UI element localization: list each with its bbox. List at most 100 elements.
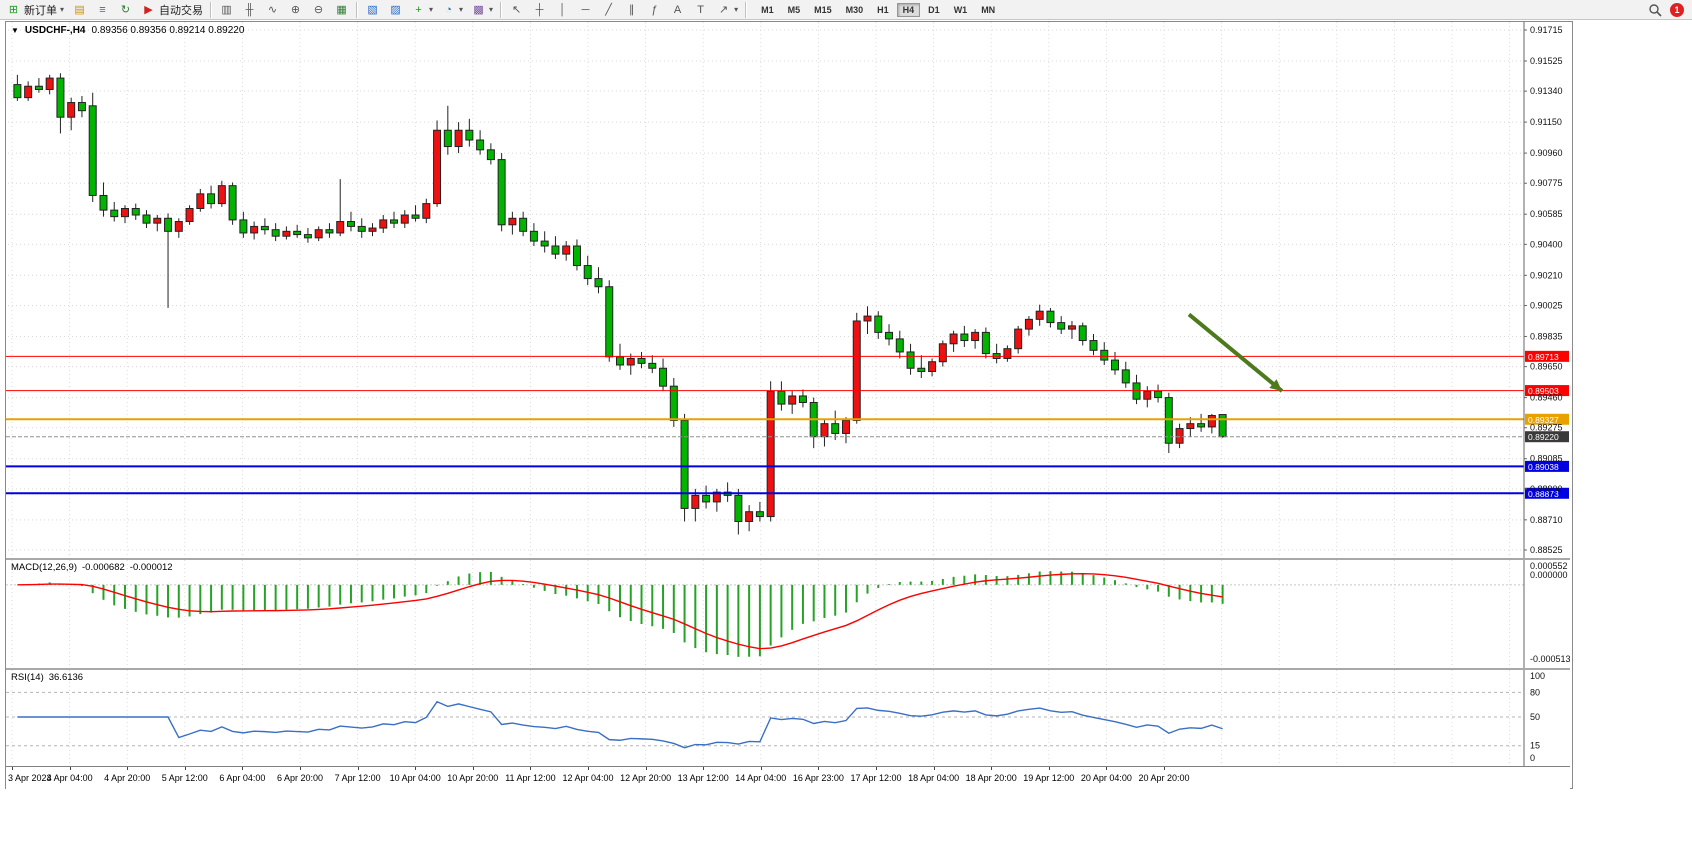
templates-button[interactable]: ▩ ▾ [467,1,497,19]
rsi-title: RSI(14) 36.6136 [11,672,83,683]
trendline-tool-button[interactable]: ╱ [597,1,620,19]
timeframe-button-m15[interactable]: M15 [814,4,832,15]
macd-main-value: -0.000682 [82,562,125,573]
timeframe-button-d1[interactable]: D1 [928,4,940,15]
svg-text:0.89085: 0.89085 [1530,454,1563,464]
timeframe-button-h4[interactable]: H4 [896,2,921,17]
candles-layer [13,73,1227,535]
time-axis-label: 13 Apr 12:00 [677,773,729,783]
templates-icon: ▩ [473,3,484,16]
timeframe-button-mn[interactable]: MN [981,4,996,15]
line-chart-button[interactable]: ∿ [261,1,284,19]
rsi-pane[interactable]: 100 80 50 15 0 RSI(14) 36.6136 [6,670,1570,766]
label-tool-button[interactable]: T [689,1,712,19]
text-tool-button[interactable]: A [666,1,689,19]
chart-ohlc-values: 0.89356 0.89356 0.89214 0.89220 [91,25,245,36]
macd-title: MACD(12,26,9) -0.000682 -0.000012 [11,562,173,573]
arrows-tool-icon: ↗ [718,3,729,16]
search-icon[interactable] [1648,3,1662,17]
svg-text:0.000552: 0.000552 [1530,561,1568,571]
time-tick [127,767,129,770]
svg-text:0.88873: 0.88873 [1528,489,1559,499]
svg-text:0.90585: 0.90585 [1530,209,1563,219]
auto-trading-icon: ▶ [144,3,153,16]
main-chart-pane[interactable]: 0.89713 0.89503 0.89327 0.89038 0.88873 0.892… [6,22,1570,558]
svg-text:0.90210: 0.90210 [1530,270,1563,280]
cascade-windows-button[interactable]: ▧ [361,1,384,19]
timeframe-button-w1[interactable]: W1 [953,4,968,15]
crosshair-tool-button[interactable]: ┼ [528,1,551,19]
time-axis[interactable]: 3 Apr 2023 4 Apr 04:00 4 Apr 20:00 5 Apr 12… [6,766,1570,789]
cascade-windows-icon: ▧ [367,3,378,16]
timeframe-group: M1 M5 M15 M30 H1 H4 D1 W1 MN [754,2,1002,17]
bar-chart-icon: ▥ [221,3,232,16]
time-axis-label: 6 Apr 04:00 [219,773,266,783]
timeframe-button-m30[interactable]: M30 [845,4,864,15]
svg-text:0.89327: 0.89327 [1528,415,1559,425]
chart-collapse-icon[interactable]: ▼ [11,26,19,35]
channel-tool-button[interactable]: ∥ [620,1,643,19]
timeframe-button-m1[interactable]: M1 [761,4,774,15]
time-axis-label: 18 Apr 04:00 [908,773,960,783]
cursor-icon: ↖ [511,3,522,16]
refresh-icon: ↻ [120,3,131,16]
time-tick [69,767,71,770]
time-tick [1106,767,1108,770]
pane-splitter[interactable] [6,668,1570,670]
vertical-line-tool-button[interactable]: │ [551,1,574,19]
line-chart-icon: ∿ [267,3,278,16]
svg-text:15: 15 [1530,741,1540,751]
timeframe-button-m5[interactable]: M5 [787,4,801,15]
arrange-windows-button[interactable]: ▨ [384,1,407,19]
time-axis-label: 6 Apr 20:00 [276,773,324,783]
time-tick [703,767,705,770]
svg-text:0.88900: 0.88900 [1530,484,1563,494]
refresh-button[interactable]: ↻ [114,1,137,19]
time-tick [818,767,820,770]
macd-signal-value: -0.000012 [129,562,173,573]
svg-text:0.89835: 0.89835 [1530,331,1563,341]
cursor-tool-button[interactable]: ↖ [505,1,528,19]
svg-text:0.90025: 0.90025 [1530,300,1563,310]
time-tick [760,767,762,770]
notification-badge[interactable]: 1 [1670,2,1684,17]
tile-windows-button[interactable]: ▦ [330,1,353,19]
new-order-button[interactable]: ⊞ 新订单 ▾ [2,1,68,19]
pane-splitter[interactable] [6,558,1570,560]
chevron-down-icon: ▾ [489,5,494,14]
time-axis-label: 17 Apr 12:00 [850,773,902,783]
crosshair-icon: ┼ [535,3,544,16]
candlestick-chart-icon: ╫ [245,3,254,16]
auto-trading-button[interactable]: ▶ 自动交易 [137,1,207,19]
svg-text:0.90400: 0.90400 [1530,239,1563,249]
rsi-chart: 100 80 50 15 0 [6,670,1545,766]
timeframe-button-h1[interactable]: H1 [877,4,889,15]
time-tick [530,767,532,770]
svg-text:0.89460: 0.89460 [1530,393,1563,403]
time-tick [876,767,877,770]
add-indicator-button[interactable]: + ▾ [407,1,437,19]
time-axis-label: 20 Apr 04:00 [1080,773,1132,783]
time-axis-label: 7 Apr 12:00 [334,773,381,783]
svg-text:0.89220: 0.89220 [1528,432,1559,442]
svg-text:0.90960: 0.90960 [1530,148,1563,158]
fibonacci-icon: ƒ [651,3,658,16]
fibonacci-tool-button[interactable]: ƒ [643,1,666,19]
auto-trading-label: 自动交易 [159,4,204,17]
text-tool-icon: A [673,3,682,16]
chevron-down-icon: ▾ [60,5,65,14]
arrows-tool-button[interactable]: ↗ ▾ [712,1,742,19]
market-watch-button[interactable]: ≡ [91,1,114,19]
svg-text:0.89713: 0.89713 [1528,352,1559,362]
candlestick-chart-button[interactable]: ╫ [238,1,261,19]
profiles-button[interactable]: ▤ [68,1,91,19]
svg-text:0.88710: 0.88710 [1530,515,1563,525]
bar-chart-button[interactable]: ▥ [215,1,238,19]
periods-clock-icon: ◔ [445,3,452,16]
periods-button[interactable]: ◔ ▾ [437,1,467,19]
horizontal-line-tool-button[interactable]: ─ [574,1,597,19]
zoom-out-button[interactable]: ⊖ [307,1,330,19]
zoom-in-button[interactable]: ⊕ [284,1,307,19]
macd-pane[interactable]: 0.000552 0.000000 -0.000513 MACD(12,26,9) … [6,560,1570,668]
trend-arrow [1187,312,1284,393]
